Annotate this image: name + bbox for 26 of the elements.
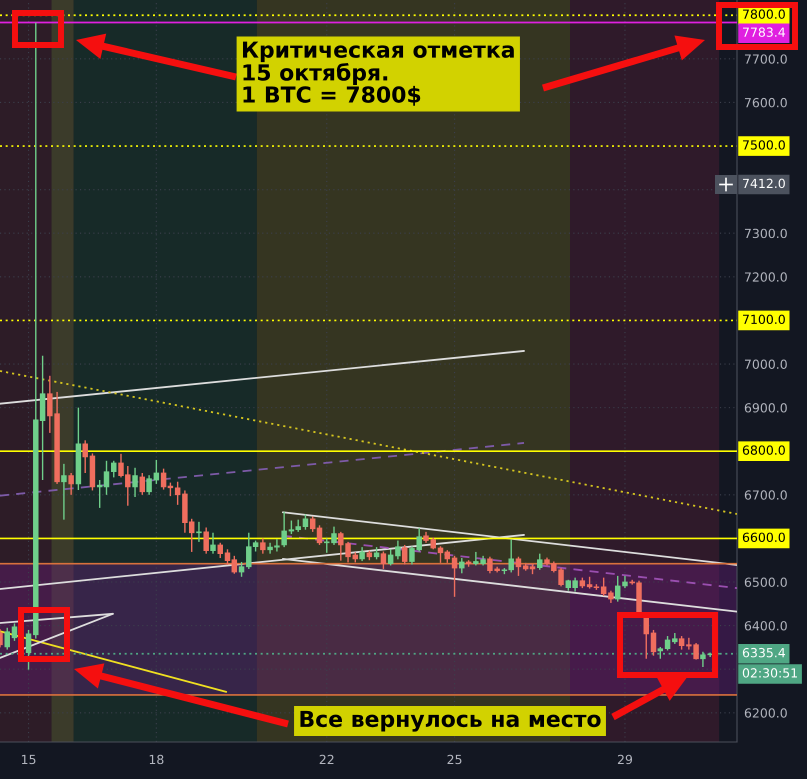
ref-line-label: 7783.4 bbox=[743, 27, 786, 37]
y-tick-label: 6500.0 bbox=[744, 577, 787, 587]
ref-line-label: 6600.0 bbox=[742, 532, 785, 542]
ref-line-label: 6800.0 bbox=[742, 445, 785, 455]
annotation: Все вернулось на место bbox=[300, 710, 601, 732]
x-tick-label: 15 bbox=[22, 754, 36, 764]
y-tick-label: 7600.0 bbox=[744, 98, 787, 108]
y-tick-label: 7700.0 bbox=[744, 54, 787, 64]
x-tick-label: 18 bbox=[150, 754, 164, 764]
ref-line-label: 7800.0 bbox=[743, 9, 785, 19]
ref-line-label: 7100.0 bbox=[743, 314, 785, 324]
y-tick-label: 7200.0 bbox=[744, 272, 787, 282]
x-tick-label: 25 bbox=[448, 754, 462, 764]
y-tick-label: 7000.0 bbox=[744, 359, 787, 369]
y-tick-label: 6200.0 bbox=[744, 708, 787, 718]
x-tick-label: 29 bbox=[618, 754, 632, 764]
text: 02:30:51 bbox=[742, 668, 797, 678]
y-tick-label: 7300.0 bbox=[744, 228, 787, 238]
y-tick-label: 6400.0 bbox=[744, 621, 787, 631]
annotation: Критическая отметка 15 октября. 1 BTC = 7800$ bbox=[243, 42, 514, 106]
ref-line-label: 6335.4 bbox=[742, 648, 786, 658]
x-tick-label: 22 bbox=[320, 754, 334, 764]
y-tick-label: 6900.0 bbox=[744, 403, 787, 413]
y-tick-label: 6700.0 bbox=[744, 490, 787, 500]
text: 7412.0 bbox=[743, 178, 785, 188]
ref-line-label: 7500.0 bbox=[743, 140, 785, 150]
